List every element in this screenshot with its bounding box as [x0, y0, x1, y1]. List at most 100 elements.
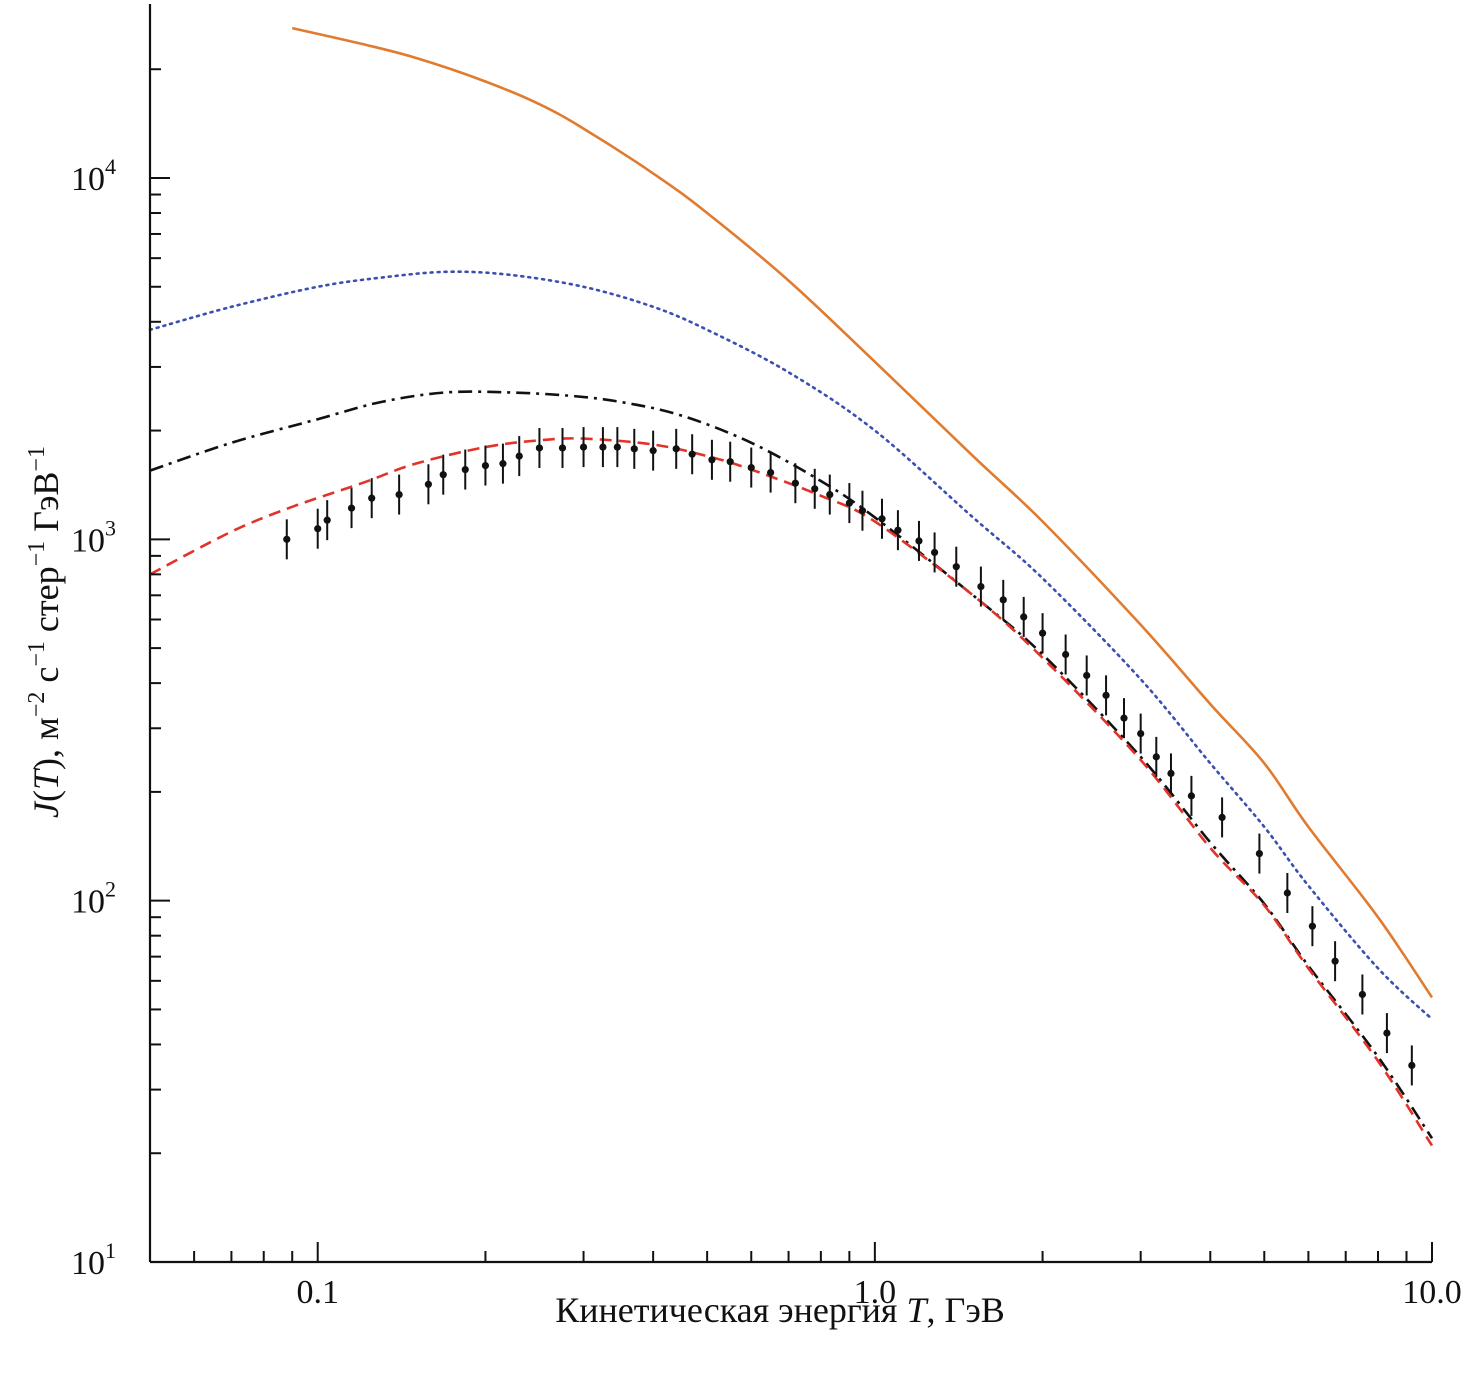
point-marker	[1358, 990, 1366, 999]
y-axis-title-exp1: −2	[24, 692, 50, 718]
y-tick-label-base: 10	[71, 161, 105, 198]
data-point	[1218, 797, 1226, 838]
point-marker	[726, 458, 734, 466]
point-marker	[708, 456, 716, 464]
point-marker	[999, 596, 1007, 604]
point-marker	[930, 548, 939, 557]
data-point	[688, 434, 696, 475]
data-point	[845, 483, 853, 524]
data-point	[314, 508, 322, 549]
point-marker	[599, 443, 607, 451]
x-tick-labels: 0.1 1.0 10.0	[296, 1274, 1461, 1311]
point-marker	[613, 443, 621, 451]
point-marker	[1218, 813, 1226, 821]
data-point	[726, 441, 734, 482]
y-axis-title-unit3: стер	[26, 566, 66, 641]
point-marker	[1331, 957, 1339, 965]
data-point	[767, 452, 775, 493]
data-point	[283, 519, 291, 560]
data-point	[747, 447, 755, 488]
point-marker	[858, 507, 867, 515]
point-marker	[1383, 1029, 1391, 1037]
point-marker	[1102, 691, 1110, 699]
y-axis-title-unit2: с	[26, 667, 66, 692]
point-marker	[672, 445, 680, 453]
y-axis-title-unit4: ГэВ	[26, 472, 66, 541]
data-point	[535, 427, 544, 468]
x-ticks	[193, 1242, 1433, 1262]
x-tick-label: 10.0	[1402, 1274, 1462, 1311]
point-marker	[811, 485, 819, 493]
point-marker	[424, 480, 432, 488]
point-marker	[439, 471, 447, 479]
y-tick-label: 104	[71, 154, 116, 198]
data-point	[1358, 974, 1366, 1015]
data-point	[1255, 833, 1263, 874]
data-point	[708, 439, 716, 480]
data-point	[613, 427, 621, 468]
x-tick-label: 1.0	[854, 1274, 897, 1311]
x-axis-title: Кинетическая энергия T, ГэВ	[555, 1290, 1005, 1330]
data-point	[579, 427, 588, 468]
y-tick-label: 101	[71, 1238, 116, 1282]
data-point	[1120, 698, 1128, 739]
series-layer	[148, 26, 1434, 1147]
y-axis-title-t: T	[26, 767, 66, 790]
point-marker	[1152, 753, 1160, 761]
data-point	[368, 478, 376, 519]
point-marker	[1083, 671, 1091, 680]
data-point	[439, 454, 447, 495]
data-point	[481, 445, 490, 486]
y-axis-title-exp2: −1	[24, 641, 50, 667]
point-marker	[688, 450, 696, 458]
data-point	[649, 430, 657, 471]
point-marker	[1167, 769, 1175, 778]
data-point	[1152, 736, 1160, 777]
data-point	[1187, 775, 1196, 816]
point-marker	[323, 516, 331, 524]
point-marker	[395, 490, 403, 499]
point-marker	[977, 582, 985, 591]
point-marker	[347, 504, 356, 512]
point-marker	[1255, 849, 1263, 858]
data-point	[599, 427, 607, 468]
data-point	[499, 443, 507, 484]
point-marker	[1187, 792, 1196, 800]
data-point	[1383, 1013, 1391, 1054]
data-point	[1308, 906, 1316, 947]
point-marker	[1308, 922, 1316, 930]
y-axis-title-unit1: ), м	[26, 717, 66, 770]
point-marker	[579, 443, 588, 451]
point-marker	[499, 460, 507, 468]
data-point	[791, 463, 799, 504]
data-point	[461, 449, 469, 490]
data-point	[1038, 613, 1047, 654]
point-marker	[649, 447, 657, 455]
y-axis-title-exp4: −1	[24, 446, 50, 472]
data-point	[630, 428, 638, 469]
point-marker	[461, 465, 469, 474]
data-point	[515, 436, 523, 477]
data-point	[878, 498, 886, 539]
data-point	[1167, 753, 1175, 794]
y-ticks	[150, 68, 170, 1263]
point-marker	[558, 444, 567, 452]
data-point	[952, 546, 960, 587]
point-marker	[515, 452, 523, 460]
data-point	[1331, 941, 1339, 982]
data-point	[558, 427, 567, 468]
point-marker	[1038, 629, 1047, 637]
data-point	[1408, 1045, 1416, 1086]
data-point	[347, 488, 356, 529]
x-axis-title-variable: T	[906, 1290, 929, 1330]
point-marker	[1062, 650, 1070, 659]
y-tick-label-base: 10	[71, 1245, 105, 1282]
point-marker	[767, 468, 775, 477]
point-marker	[630, 445, 638, 453]
data-point	[1102, 675, 1110, 716]
point-marker	[368, 494, 376, 502]
x-axis-title-suffix: , ГэВ	[927, 1290, 1005, 1330]
data-point	[999, 579, 1007, 620]
